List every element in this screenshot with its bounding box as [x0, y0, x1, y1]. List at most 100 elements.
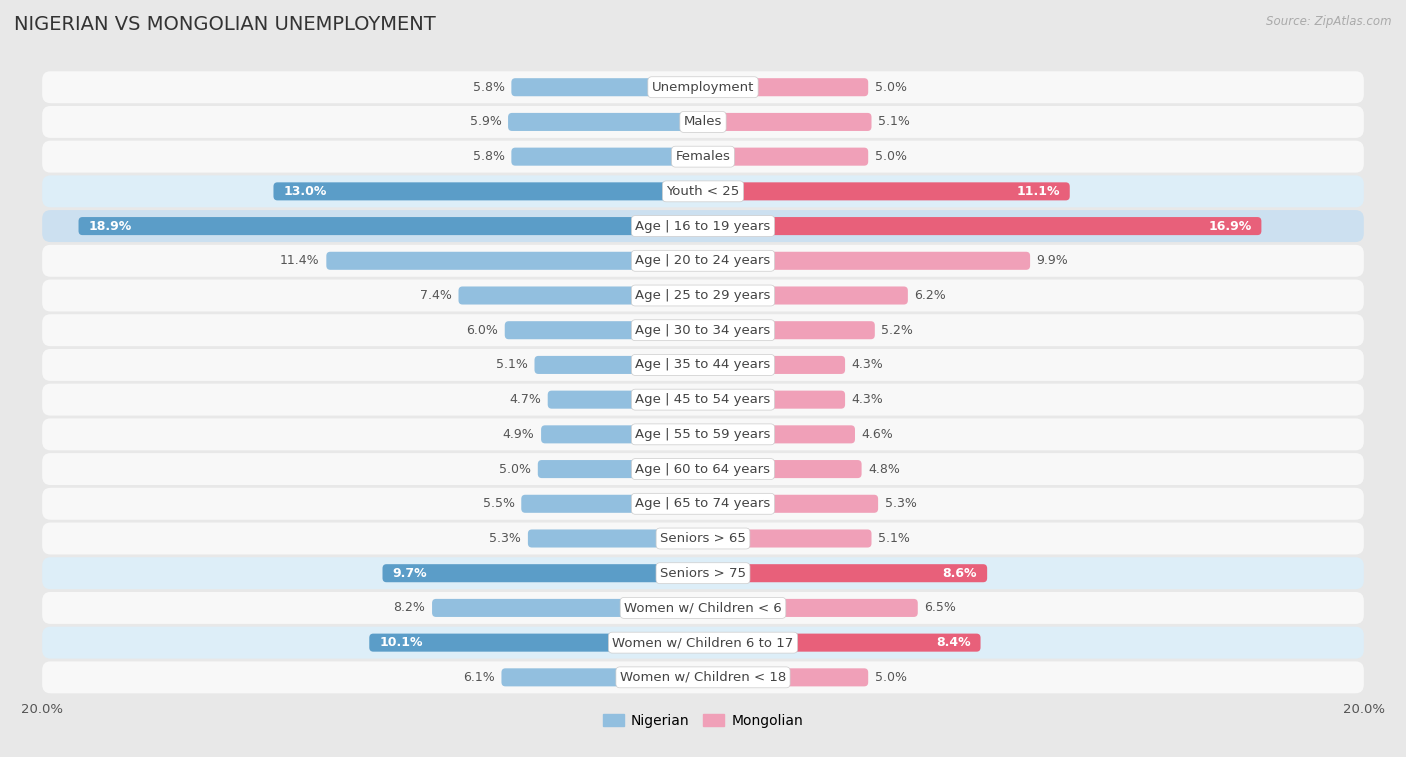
- FancyBboxPatch shape: [508, 113, 703, 131]
- Legend: Nigerian, Mongolian: Nigerian, Mongolian: [598, 709, 808, 734]
- Text: 4.8%: 4.8%: [868, 463, 900, 475]
- FancyBboxPatch shape: [522, 495, 703, 512]
- FancyBboxPatch shape: [42, 141, 1364, 173]
- FancyBboxPatch shape: [42, 557, 1364, 589]
- FancyBboxPatch shape: [42, 71, 1364, 103]
- FancyBboxPatch shape: [370, 634, 703, 652]
- FancyBboxPatch shape: [432, 599, 703, 617]
- FancyBboxPatch shape: [541, 425, 703, 444]
- FancyBboxPatch shape: [42, 384, 1364, 416]
- Text: 16.9%: 16.9%: [1208, 220, 1251, 232]
- FancyBboxPatch shape: [703, 425, 855, 444]
- FancyBboxPatch shape: [537, 460, 703, 478]
- Text: 5.2%: 5.2%: [882, 324, 914, 337]
- Text: Women w/ Children < 18: Women w/ Children < 18: [620, 671, 786, 684]
- FancyBboxPatch shape: [42, 106, 1364, 138]
- FancyBboxPatch shape: [703, 634, 980, 652]
- FancyBboxPatch shape: [703, 599, 918, 617]
- FancyBboxPatch shape: [505, 321, 703, 339]
- FancyBboxPatch shape: [703, 529, 872, 547]
- Text: 5.1%: 5.1%: [879, 532, 910, 545]
- FancyBboxPatch shape: [703, 113, 872, 131]
- Text: 13.0%: 13.0%: [284, 185, 326, 198]
- Text: 5.3%: 5.3%: [884, 497, 917, 510]
- FancyBboxPatch shape: [527, 529, 703, 547]
- FancyBboxPatch shape: [703, 182, 1070, 201]
- Text: 18.9%: 18.9%: [89, 220, 132, 232]
- Text: 5.9%: 5.9%: [470, 115, 502, 129]
- Text: Age | 35 to 44 years: Age | 35 to 44 years: [636, 358, 770, 372]
- FancyBboxPatch shape: [382, 564, 703, 582]
- FancyBboxPatch shape: [42, 279, 1364, 311]
- FancyBboxPatch shape: [42, 349, 1364, 381]
- Text: Seniors > 75: Seniors > 75: [659, 567, 747, 580]
- Text: 6.0%: 6.0%: [467, 324, 498, 337]
- FancyBboxPatch shape: [42, 419, 1364, 450]
- Text: 4.6%: 4.6%: [862, 428, 893, 441]
- Text: Women w/ Children < 6: Women w/ Children < 6: [624, 601, 782, 615]
- FancyBboxPatch shape: [42, 592, 1364, 624]
- Text: 6.2%: 6.2%: [914, 289, 946, 302]
- FancyBboxPatch shape: [703, 564, 987, 582]
- FancyBboxPatch shape: [703, 356, 845, 374]
- Text: 6.1%: 6.1%: [463, 671, 495, 684]
- FancyBboxPatch shape: [273, 182, 703, 201]
- Text: Age | 55 to 59 years: Age | 55 to 59 years: [636, 428, 770, 441]
- Text: 9.9%: 9.9%: [1036, 254, 1069, 267]
- Text: 5.3%: 5.3%: [489, 532, 522, 545]
- Text: NIGERIAN VS MONGOLIAN UNEMPLOYMENT: NIGERIAN VS MONGOLIAN UNEMPLOYMENT: [14, 15, 436, 34]
- FancyBboxPatch shape: [326, 252, 703, 269]
- FancyBboxPatch shape: [42, 210, 1364, 242]
- FancyBboxPatch shape: [42, 245, 1364, 277]
- FancyBboxPatch shape: [703, 217, 1261, 235]
- Text: Males: Males: [683, 115, 723, 129]
- Text: 4.3%: 4.3%: [852, 358, 883, 372]
- Text: Seniors > 65: Seniors > 65: [659, 532, 747, 545]
- Text: 5.0%: 5.0%: [499, 463, 531, 475]
- Text: 4.7%: 4.7%: [509, 393, 541, 407]
- FancyBboxPatch shape: [703, 148, 868, 166]
- Text: 5.0%: 5.0%: [875, 150, 907, 164]
- FancyBboxPatch shape: [42, 453, 1364, 485]
- FancyBboxPatch shape: [79, 217, 703, 235]
- Text: 7.4%: 7.4%: [420, 289, 451, 302]
- FancyBboxPatch shape: [42, 627, 1364, 659]
- Text: 5.5%: 5.5%: [482, 497, 515, 510]
- FancyBboxPatch shape: [42, 488, 1364, 520]
- Text: 5.8%: 5.8%: [472, 150, 505, 164]
- FancyBboxPatch shape: [534, 356, 703, 374]
- Text: Age | 30 to 34 years: Age | 30 to 34 years: [636, 324, 770, 337]
- Text: 4.9%: 4.9%: [503, 428, 534, 441]
- FancyBboxPatch shape: [42, 314, 1364, 346]
- Text: 9.7%: 9.7%: [392, 567, 427, 580]
- Text: 5.1%: 5.1%: [879, 115, 910, 129]
- Text: 6.5%: 6.5%: [924, 601, 956, 615]
- Text: 5.0%: 5.0%: [875, 671, 907, 684]
- Text: Age | 25 to 29 years: Age | 25 to 29 years: [636, 289, 770, 302]
- Text: Age | 16 to 19 years: Age | 16 to 19 years: [636, 220, 770, 232]
- FancyBboxPatch shape: [512, 148, 703, 166]
- Text: 5.0%: 5.0%: [875, 81, 907, 94]
- FancyBboxPatch shape: [703, 391, 845, 409]
- Text: 11.1%: 11.1%: [1017, 185, 1060, 198]
- Text: Females: Females: [675, 150, 731, 164]
- FancyBboxPatch shape: [703, 460, 862, 478]
- Text: Women w/ Children 6 to 17: Women w/ Children 6 to 17: [613, 636, 793, 650]
- Text: Unemployment: Unemployment: [652, 81, 754, 94]
- FancyBboxPatch shape: [42, 662, 1364, 693]
- FancyBboxPatch shape: [512, 78, 703, 96]
- Text: Source: ZipAtlas.com: Source: ZipAtlas.com: [1267, 15, 1392, 28]
- Text: 4.3%: 4.3%: [852, 393, 883, 407]
- FancyBboxPatch shape: [703, 78, 868, 96]
- Text: Youth < 25: Youth < 25: [666, 185, 740, 198]
- Text: 8.2%: 8.2%: [394, 601, 426, 615]
- FancyBboxPatch shape: [703, 495, 879, 512]
- FancyBboxPatch shape: [458, 286, 703, 304]
- Text: 5.1%: 5.1%: [496, 358, 527, 372]
- FancyBboxPatch shape: [42, 522, 1364, 554]
- Text: 8.4%: 8.4%: [936, 636, 970, 650]
- Text: Age | 20 to 24 years: Age | 20 to 24 years: [636, 254, 770, 267]
- FancyBboxPatch shape: [42, 176, 1364, 207]
- Text: Age | 60 to 64 years: Age | 60 to 64 years: [636, 463, 770, 475]
- Text: Age | 65 to 74 years: Age | 65 to 74 years: [636, 497, 770, 510]
